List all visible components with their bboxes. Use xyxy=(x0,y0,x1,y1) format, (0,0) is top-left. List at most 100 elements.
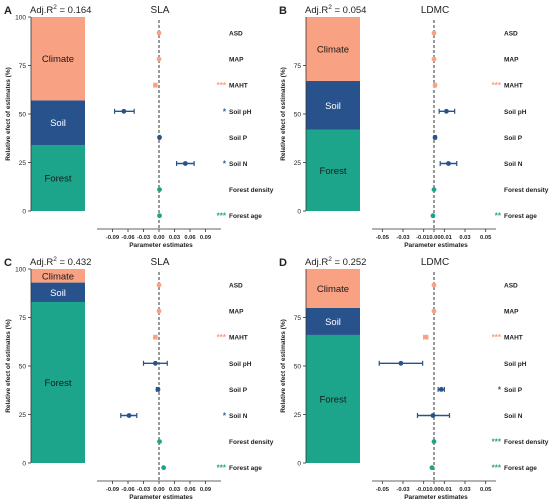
y-tick-label: 50 xyxy=(19,112,27,119)
adj-r2-label: Adj.R2 = 0.054 xyxy=(305,4,366,16)
adj-r2-label: Adj.R2 = 0.164 xyxy=(30,4,91,16)
variable-label: MAP xyxy=(229,57,244,64)
variable-label: Forest density xyxy=(229,439,274,446)
x-tick-label: -0.09 xyxy=(106,487,120,493)
estimate-point xyxy=(431,56,437,62)
stack-label-soil: Soil xyxy=(50,288,66,299)
stack-segment-forest xyxy=(306,129,360,211)
x-axis-label: Parameter estimates xyxy=(404,242,468,249)
estimate-point xyxy=(157,439,162,444)
significance-marker: *** xyxy=(217,333,227,342)
stack-label-soil: Soil xyxy=(50,118,66,129)
variable-label: ASD xyxy=(504,283,518,290)
estimate-point xyxy=(432,135,438,140)
significance-marker: *** xyxy=(217,464,227,473)
x-tick-label: 0.05 xyxy=(480,487,492,493)
stack-label-climate: Climate xyxy=(317,284,349,295)
estimate-point xyxy=(446,161,451,166)
stack-segment-soil xyxy=(306,81,360,130)
estimate-point xyxy=(156,308,162,314)
panel-letter: B xyxy=(279,5,287,17)
significance-marker: * xyxy=(223,160,227,169)
variable-label: Soil N xyxy=(229,413,248,420)
y-tick-label: 25 xyxy=(294,160,302,167)
estimate-point xyxy=(157,135,162,140)
estimate-point xyxy=(444,108,449,114)
variable-label: MAHT xyxy=(504,83,523,90)
stack-label-forest: Forest xyxy=(45,174,72,185)
adj-r2-label: Adj.R2 = 0.252 xyxy=(305,256,366,268)
panel-letter: C xyxy=(4,257,12,269)
x-tick-label: 0.09 xyxy=(200,235,212,241)
stack-segment-forest xyxy=(31,301,85,463)
stack-label-forest: Forest xyxy=(45,378,72,389)
variable-label: Soil pH xyxy=(229,109,252,116)
y-axis-label: Relative efect of estimates (%) xyxy=(5,319,12,413)
adj-r2-superscript: 2 xyxy=(328,256,332,263)
variable-label: Forest age xyxy=(504,213,537,220)
stack-segment-soil xyxy=(31,100,85,146)
variable-label: Forest age xyxy=(229,465,262,472)
significance-marker: *** xyxy=(492,333,502,342)
variable-label: Soil pH xyxy=(504,109,527,116)
estimate-point xyxy=(432,82,438,88)
stack-label-climate: Climate xyxy=(42,54,74,65)
adj-r2-value: = 0.252 xyxy=(332,257,367,268)
stack-label-forest: Forest xyxy=(320,166,347,177)
adj-r2-value: = 0.432 xyxy=(57,257,92,268)
x-axis-label: Parameter estimates xyxy=(404,494,468,501)
x-tick-label: -0.05 xyxy=(376,235,390,241)
y-tick-label: 25 xyxy=(294,412,302,419)
significance-marker: *** xyxy=(492,464,502,473)
variable-label: Soil N xyxy=(504,413,523,420)
variable-label: Forest age xyxy=(504,465,537,472)
variable-label: Forest density xyxy=(229,187,274,194)
significance-marker: * xyxy=(223,107,227,116)
estimate-point xyxy=(430,413,436,418)
x-tick-label: -0.09 xyxy=(106,235,120,241)
estimate-point xyxy=(152,360,158,366)
significance-marker: *** xyxy=(217,81,227,90)
panel-a: A Adj.R2 = 0.164 SLA Relative efect of esti… xyxy=(4,4,274,249)
variable-label: Soil P xyxy=(229,135,248,142)
estimate-point xyxy=(431,187,437,193)
stack-label-climate: Climate xyxy=(317,45,349,56)
variable-label: MAHT xyxy=(504,335,523,342)
panel-title: LDMC xyxy=(421,257,449,268)
stack-segment-soil xyxy=(31,282,85,302)
y-tick-label: 75 xyxy=(19,315,27,322)
significance-marker: * xyxy=(223,412,227,421)
stack-segment-forest xyxy=(31,145,85,211)
y-tick-label: 50 xyxy=(294,112,302,119)
x-axis-label: Parameter estimates xyxy=(129,494,193,501)
adj-r2-prefix: Adj.R xyxy=(30,257,53,268)
panel-letter: D xyxy=(279,257,287,269)
variable-label: MAP xyxy=(504,309,519,316)
variable-label: Soil N xyxy=(504,161,523,168)
estimate-point xyxy=(156,30,162,36)
significance-marker: ** xyxy=(495,212,502,221)
significance-marker: *** xyxy=(492,438,502,447)
y-tick-label: 25 xyxy=(19,160,27,167)
y-tick-label: 75 xyxy=(294,315,302,322)
panel-title: SLA xyxy=(151,5,170,16)
variable-label: ASD xyxy=(229,31,243,38)
estimate-point xyxy=(423,334,429,340)
x-tick-label: 0.03 xyxy=(169,235,181,241)
estimate-point xyxy=(431,439,437,444)
panel-title: LDMC xyxy=(421,5,449,16)
estimate-point xyxy=(431,308,437,314)
significance-marker: *** xyxy=(217,212,227,221)
variable-label: Soil N xyxy=(229,161,248,168)
estimate-point xyxy=(438,387,444,392)
estimate-point xyxy=(121,108,127,114)
x-tick-label: 0.03 xyxy=(459,487,471,493)
panel-d: D Adj.R2 = 0.252 LDMC Relative efect of est… xyxy=(279,256,549,501)
adj-r2-prefix: Adj.R xyxy=(305,5,328,16)
estimate-point xyxy=(431,30,437,36)
adj-r2-superscript: 2 xyxy=(53,256,57,263)
x-tick-label: -0.010.000.01 xyxy=(416,487,453,493)
y-tick-label: 75 xyxy=(294,63,302,70)
estimate-point xyxy=(430,213,436,219)
